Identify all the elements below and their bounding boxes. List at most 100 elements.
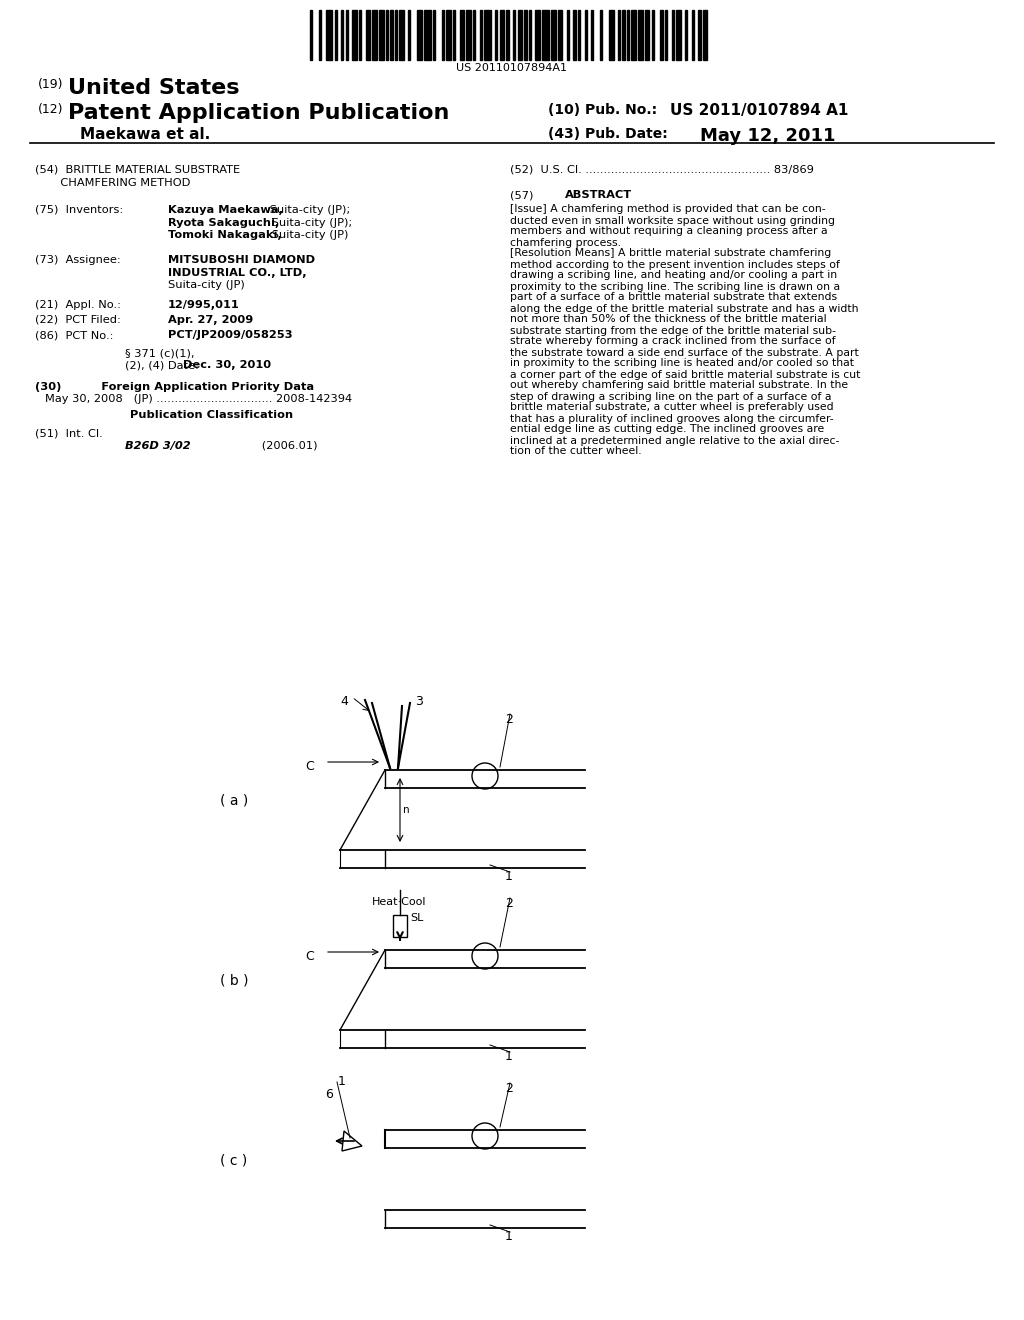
Bar	[484, 11, 490, 59]
Bar	[528, 11, 531, 59]
Text: (54)  BRITTLE MATERIAL SUBSTRATE: (54) BRITTLE MATERIAL SUBSTRATE	[35, 165, 240, 176]
Text: 2: 2	[505, 1082, 513, 1096]
Text: Maekawa et al.: Maekawa et al.	[80, 127, 210, 143]
Bar	[676, 11, 681, 59]
Bar	[366, 11, 371, 59]
Text: (43) Pub. Date:: (43) Pub. Date:	[548, 127, 668, 141]
Text: 1: 1	[338, 1074, 346, 1088]
Text: Kazuya Maekawa,: Kazuya Maekawa,	[168, 205, 283, 215]
Text: (51)  Int. Cl.: (51) Int. Cl.	[35, 428, 102, 438]
Text: PCT/JP2009/058253: PCT/JP2009/058253	[168, 330, 293, 341]
Text: (75)  Inventors:: (75) Inventors:	[35, 205, 123, 215]
Text: ducted even in small worksite space without using grinding: ducted even in small worksite space with…	[510, 215, 835, 226]
Text: § 371 (c)(1),: § 371 (c)(1),	[125, 348, 195, 358]
Bar	[318, 11, 322, 59]
Text: (86)  PCT No.:: (86) PCT No.:	[35, 330, 114, 341]
Bar	[433, 11, 435, 59]
Text: C: C	[305, 760, 313, 774]
Bar	[578, 11, 580, 59]
Text: CHAMFERING METHOD: CHAMFERING METHOD	[35, 177, 190, 187]
Bar	[566, 11, 569, 59]
Bar	[513, 11, 515, 59]
Text: strate whereby forming a crack inclined from the surface of: strate whereby forming a crack inclined …	[510, 337, 836, 346]
Text: Heat·Cool: Heat·Cool	[372, 898, 427, 907]
Bar	[651, 11, 653, 59]
Bar	[399, 11, 403, 59]
Text: in proximity to the scribing line is heated and/or cooled so that: in proximity to the scribing line is hea…	[510, 359, 854, 368]
Bar	[346, 11, 348, 59]
Bar	[638, 11, 643, 59]
Text: [Issue] A chamfering method is provided that can be con-: [Issue] A chamfering method is provided …	[510, 205, 825, 214]
Text: (19): (19)	[38, 78, 63, 91]
Text: (22)  PCT Filed:: (22) PCT Filed:	[35, 315, 121, 325]
Text: Suita-city (JP);: Suita-city (JP);	[268, 218, 352, 227]
Bar	[558, 11, 562, 59]
Text: (73)  Assignee:: (73) Assignee:	[35, 255, 121, 265]
Text: a corner part of the edge of said brittle material substrate is cut: a corner part of the edge of said brittl…	[510, 370, 860, 380]
Text: INDUSTRIAL CO., LTD,: INDUSTRIAL CO., LTD,	[168, 268, 306, 277]
Bar	[660, 11, 663, 59]
Bar	[409, 11, 411, 59]
Bar	[386, 11, 388, 59]
Text: 6: 6	[325, 1088, 333, 1101]
Bar	[446, 11, 451, 59]
Text: tion of the cutter wheel.: tion of the cutter wheel.	[510, 446, 642, 457]
Text: the substrate toward a side end surface of the substrate. A part: the substrate toward a side end surface …	[510, 347, 859, 358]
Bar	[310, 11, 312, 59]
Text: Suita-city (JP): Suita-city (JP)	[168, 280, 245, 290]
Text: (57): (57)	[510, 190, 534, 201]
Bar	[698, 11, 700, 59]
Text: out whereby chamfering said brittle material substrate. In the: out whereby chamfering said brittle mate…	[510, 380, 848, 391]
Bar	[424, 11, 430, 59]
Text: members and without requiring a cleaning process after a: members and without requiring a cleaning…	[510, 227, 827, 236]
Text: Suita-city (JP);: Suita-city (JP);	[266, 205, 350, 215]
Text: part of a surface of a brittle material substrate that extends: part of a surface of a brittle material …	[510, 293, 838, 302]
Bar	[632, 11, 636, 59]
Text: drawing a scribing line, and heating and/or cooling a part in: drawing a scribing line, and heating and…	[510, 271, 838, 281]
Bar	[341, 11, 343, 59]
Bar	[466, 11, 471, 59]
Text: US 20110107894A1: US 20110107894A1	[457, 63, 567, 73]
Text: substrate starting from the edge of the brittle material sub-: substrate starting from the edge of the …	[510, 326, 836, 335]
Text: (2006.01): (2006.01)	[240, 441, 317, 451]
Bar	[591, 11, 594, 59]
Bar	[441, 11, 444, 59]
Bar	[373, 11, 377, 59]
Bar	[473, 11, 475, 59]
Bar	[609, 11, 613, 59]
Text: (12): (12)	[38, 103, 63, 116]
Bar	[460, 11, 464, 59]
Text: [Resolution Means] A brittle material substrate chamfering: [Resolution Means] A brittle material su…	[510, 248, 831, 259]
Bar	[524, 11, 526, 59]
Text: Tomoki Nakagaki,: Tomoki Nakagaki,	[168, 230, 282, 240]
Bar	[395, 11, 397, 59]
Bar	[500, 11, 504, 59]
Bar	[496, 11, 498, 59]
Text: 4: 4	[340, 696, 348, 708]
Text: 3: 3	[415, 696, 423, 708]
Bar	[453, 11, 455, 59]
Text: 12/995,011: 12/995,011	[168, 300, 240, 310]
Text: ential edge line as cutting edge. The inclined grooves are: ential edge line as cutting edge. The in…	[510, 425, 824, 434]
Text: May 12, 2011: May 12, 2011	[700, 127, 836, 145]
Bar	[359, 11, 361, 59]
Bar	[379, 11, 384, 59]
Text: method according to the present invention includes steps of: method according to the present inventio…	[510, 260, 840, 269]
Bar	[393, 915, 407, 937]
Text: inclined at a predetermined angle relative to the axial direc-: inclined at a predetermined angle relati…	[510, 436, 840, 446]
Text: US 2011/0107894 A1: US 2011/0107894 A1	[670, 103, 848, 117]
Text: proximity to the scribing line. The scribing line is drawn on a: proximity to the scribing line. The scri…	[510, 281, 840, 292]
Text: B26D 3/02: B26D 3/02	[125, 441, 190, 451]
Text: 2: 2	[505, 898, 513, 909]
Text: n: n	[403, 805, 410, 814]
Bar	[352, 11, 357, 59]
Bar	[672, 11, 674, 59]
Text: that has a plurality of inclined grooves along the circumfer-: that has a plurality of inclined grooves…	[510, 413, 834, 424]
Text: 1: 1	[505, 1049, 513, 1063]
Text: brittle material substrate, a cutter wheel is preferably used: brittle material substrate, a cutter whe…	[510, 403, 834, 412]
Text: ( b ): ( b )	[220, 973, 249, 987]
Text: ( c ): ( c )	[220, 1152, 247, 1167]
Bar	[542, 11, 549, 59]
Bar	[665, 11, 667, 59]
Text: United States: United States	[68, 78, 240, 98]
